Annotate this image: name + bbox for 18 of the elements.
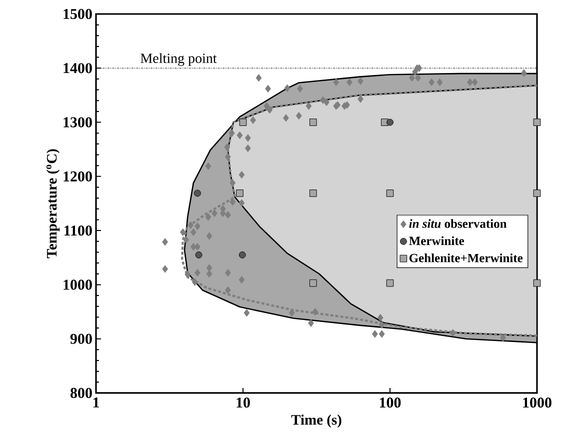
y-tick-label: 1500 [64, 8, 92, 20]
legend-label: in situ observation [409, 219, 507, 228]
y-tick-label: 1200 [64, 171, 92, 182]
legend-label: Merwinite [409, 236, 464, 246]
y-axis-title: Temperature ($^{o}$C) [46, 149, 60, 258]
y-tick-label: 1100 [64, 226, 92, 236]
x-tick-label: 1 [93, 398, 99, 408]
y-tick-label: 1300 [64, 117, 92, 128]
y-tick-label: 900 [70, 334, 92, 344]
y-tick-label: 1400 [64, 63, 92, 74]
y-tick-label: 800 [70, 388, 92, 398]
x-axis-title: Time (s) [291, 414, 342, 428]
legend-label: Gehlenite+Merwinite [409, 253, 523, 262]
y-tick-label: 1000 [64, 280, 92, 290]
x-tick-label: 1000 [523, 398, 552, 408]
x-tick-label: 10 [236, 398, 250, 408]
ref-line-label: Melting point [140, 53, 217, 66]
x-tick-label: 100 [380, 398, 401, 408]
